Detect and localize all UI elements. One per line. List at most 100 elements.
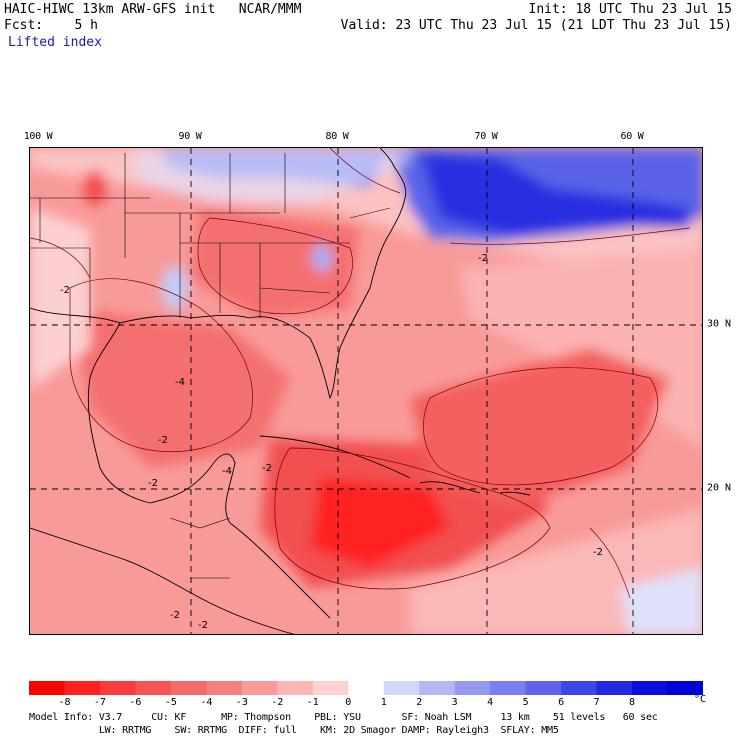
valid-time: Valid: 23 UTC Thu 23 Jul 15 (21 LDT Thu … <box>340 18 732 33</box>
lifted-index-field <box>30 148 702 634</box>
contour-line-7 <box>589 527 631 599</box>
model-title: HAIC-HIWC 13km ARW-GFS init NCAR/MMM <box>4 2 302 17</box>
border-13 <box>30 247 91 323</box>
colorbar-tick-label: 4 <box>487 697 494 708</box>
contour-label: -4 <box>175 377 185 388</box>
colorbar-swatch <box>29 681 65 695</box>
colorbar-swatch <box>490 681 527 695</box>
init-time: Init: 18 UTC Thu 23 Jul 15 <box>528 2 733 17</box>
coast-hispaniola <box>419 481 481 494</box>
coast-gulf <box>30 197 406 400</box>
colorbar <box>29 680 704 699</box>
coast-north <box>379 148 407 199</box>
contour-line-5 <box>449 227 691 245</box>
lon-label-70w: 70 W <box>474 131 498 142</box>
colorbar-swatch <box>632 681 669 695</box>
contour-label: -4 <box>222 466 232 477</box>
colorbar-tick-label: 3 <box>451 697 458 708</box>
lon-label-60w: 60 W <box>620 131 644 142</box>
field-stable-core <box>420 153 690 236</box>
border-14 <box>169 517 231 529</box>
colorbar-swatch <box>525 681 562 695</box>
field-stable-se <box>620 568 702 634</box>
contour-label: -2 <box>478 253 488 264</box>
border-12 <box>349 207 391 219</box>
contour-line-8 <box>329 148 401 194</box>
contours <box>30 148 691 599</box>
coastlines <box>30 148 531 634</box>
colorbar-swatch <box>596 681 633 695</box>
colorbar-tick-label: 6 <box>558 697 565 708</box>
colorbar-tick-label: -6 <box>129 697 142 708</box>
lifted-index-map: -2 -4 -2 -4 -2 -2 -2 -2 -2 -2 <box>29 147 703 635</box>
lon-label-80w: 80 W <box>325 131 349 142</box>
colorbar-swatch <box>99 681 136 695</box>
colorbar-tick-label: 1 <box>380 697 387 708</box>
colorbar-tick-label: 5 <box>522 697 529 708</box>
colorbar-tick-label: -8 <box>58 697 71 708</box>
lat-lon-grid <box>30 148 702 634</box>
colorbar-swatch <box>312 681 349 695</box>
colorbar-swatch <box>241 681 278 695</box>
colorbar-tick-label: -4 <box>200 697 213 708</box>
coast-puerto-rico <box>499 491 531 496</box>
colorbar-tick-label: -7 <box>93 697 106 708</box>
contour-line-6 <box>30 237 91 279</box>
colorbar-tick-label: -5 <box>164 697 177 708</box>
contour-label: -2 <box>170 610 180 621</box>
field-core-caribbean <box>310 478 450 568</box>
lon-label-90w: 90 W <box>178 131 202 142</box>
contour-label: -2 <box>262 463 272 474</box>
coast-yucatan <box>149 453 236 524</box>
colorbar-tick-label: -1 <box>306 697 319 708</box>
contour-labels: -2 -4 -2 -4 -2 -2 -2 -2 -2 -2 <box>60 253 603 631</box>
borders <box>30 153 391 579</box>
field-unstable-atlantic <box>410 348 670 508</box>
coast-texas-mexico <box>87 322 151 504</box>
contour-line-3 <box>423 367 659 486</box>
colorbar-swatch <box>135 681 172 695</box>
border-9 <box>259 287 331 294</box>
colorbar-swatch <box>667 681 704 695</box>
field-weak-west <box>30 208 90 388</box>
contour-line-2 <box>274 447 551 590</box>
coast-central-america <box>229 522 331 619</box>
colorbar-swatch <box>206 681 243 695</box>
contour-line-4 <box>197 217 353 315</box>
field-stable-patch-1 <box>161 266 189 310</box>
colorbar-tick-label: -2 <box>271 697 284 708</box>
lat-label-20n: 20 N <box>707 482 732 494</box>
colorbar-swatch <box>348 681 385 695</box>
colorbar-swatch <box>454 681 491 695</box>
contour-label: -2 <box>198 620 208 631</box>
field-unstable-central <box>190 208 360 318</box>
coast-cuba <box>259 435 411 479</box>
contour-label: -2 <box>593 547 603 558</box>
forecast-hour: Fcst: 5 h <box>4 18 98 33</box>
coast-pacific <box>30 527 295 634</box>
model-info-line1: Model Info: V3.7 CU: KF MP: Thompson PBL… <box>29 712 658 723</box>
contour-label: -2 <box>148 478 158 489</box>
contour-label: -2 <box>60 285 70 296</box>
colorbar-swatch <box>419 681 456 695</box>
field-stable-patch-2 <box>312 244 332 272</box>
field-name: Lifted index <box>8 35 102 50</box>
lat-label-30n: 30 N <box>707 318 732 330</box>
contour-label: -2 <box>158 435 168 446</box>
colorbar-swatch <box>64 681 101 695</box>
colorbar-swatch <box>561 681 598 695</box>
colorbar-tick-label: 8 <box>629 697 636 708</box>
colorbar-tick-label: 0 <box>345 697 352 708</box>
model-info-line2: LW: RRTMG SW: RRTMG DIFF: full KM: 2D Sm… <box>29 725 559 736</box>
contour-line-1 <box>69 278 253 453</box>
colorbar-tick-label: 7 <box>593 697 600 708</box>
field-unstable-gulf <box>70 308 290 468</box>
field-stable-patch-3 <box>83 170 107 206</box>
colorbar-tick-label: -3 <box>235 697 248 708</box>
field-neutral-north <box>130 148 410 203</box>
colorbar-unit: °C <box>693 694 707 705</box>
colorbar-swatch <box>170 681 207 695</box>
colorbar-swatch <box>277 681 314 695</box>
lon-label-100w: 100 W <box>23 131 53 142</box>
colorbar-tick-label: 2 <box>416 697 423 708</box>
